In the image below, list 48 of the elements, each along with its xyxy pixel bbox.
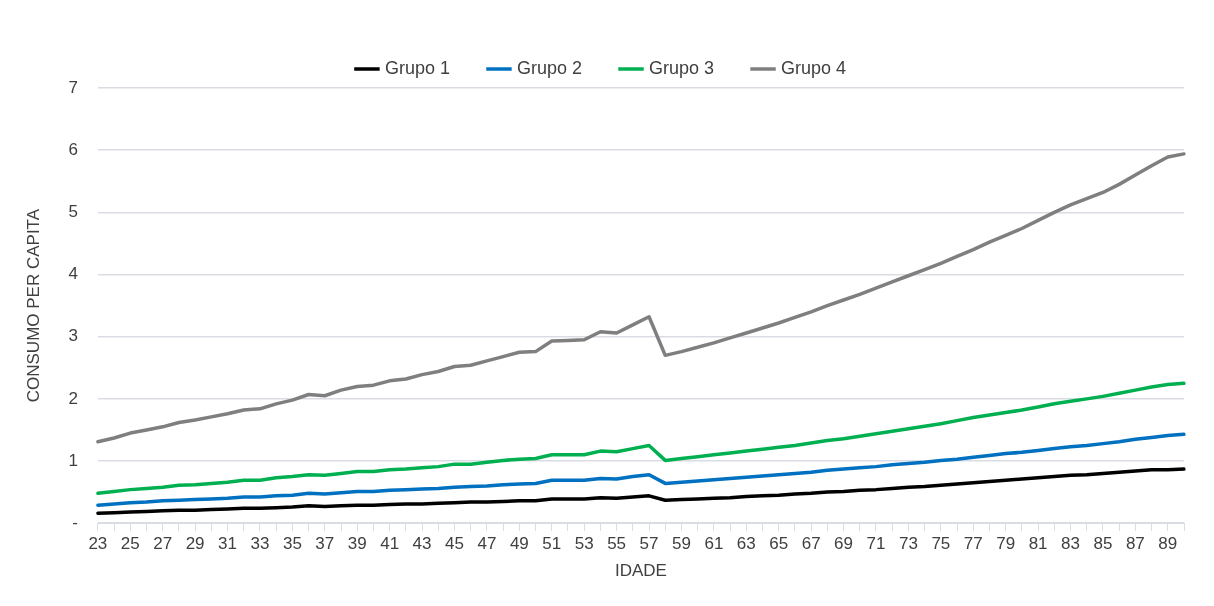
y-tick-label: 3 [68, 326, 78, 346]
x-tick-label: 69 [834, 534, 854, 554]
x-tick-label: 87 [1125, 534, 1145, 554]
x-tick-label: 77 [963, 534, 983, 554]
legend-label: Grupo 1 [384, 57, 450, 78]
x-tick-label: 55 [607, 534, 627, 554]
x-tick-label: 75 [931, 534, 951, 554]
x-tick-label: 89 [1158, 534, 1178, 554]
x-tick-label: 85 [1093, 534, 1113, 554]
x-tick-label: 39 [347, 534, 367, 554]
y-axis-title: CONSUMO PER CAPITA [23, 208, 43, 403]
x-tick-label: 33 [250, 534, 270, 554]
x-tick-label: 83 [1061, 534, 1080, 554]
x-tick-label: 61 [704, 534, 724, 554]
x-tick-label: 29 [185, 534, 205, 554]
x-tick-label: 65 [769, 534, 789, 554]
x-tick-label: 51 [542, 534, 562, 554]
legend-label: Grupo 3 [649, 57, 715, 78]
x-tick-label: 47 [477, 534, 497, 554]
x-tick-label: 71 [866, 534, 886, 554]
x-tick-label: 35 [282, 534, 302, 554]
x-tick-label: 27 [153, 534, 173, 554]
x-tick-label: 79 [996, 534, 1016, 554]
x-tick-label: 63 [736, 534, 756, 554]
legend-label: Grupo 2 [516, 57, 583, 78]
x-tick-label: 41 [380, 534, 400, 554]
x-tick-label: 81 [1028, 534, 1048, 554]
y-tick-label: 4 [68, 264, 78, 284]
legend-label: Grupo 4 [781, 57, 847, 78]
y-tick-label: - [72, 512, 78, 532]
x-tick-label: 67 [801, 534, 821, 554]
y-tick-label: 1 [68, 450, 78, 470]
x-tick-label: 43 [412, 534, 432, 554]
x-tick-label: 59 [671, 534, 691, 554]
x-tick-label: 73 [898, 534, 918, 554]
x-tick-label: 53 [574, 534, 594, 554]
x-tick-label: 45 [445, 534, 464, 554]
x-tick-label: 23 [88, 534, 108, 554]
x-tick-label: 57 [639, 534, 659, 554]
y-tick-label: 5 [68, 202, 78, 222]
x-axis-title: IDADE [614, 561, 667, 581]
x-tick-label: 49 [509, 534, 529, 554]
x-tick-label: 25 [120, 534, 140, 554]
y-tick-label: 7 [68, 77, 78, 97]
x-tick-label: 37 [315, 534, 335, 554]
x-tick-label: 31 [218, 534, 237, 554]
y-tick-label: 2 [68, 388, 78, 408]
y-tick-label: 6 [68, 139, 78, 159]
